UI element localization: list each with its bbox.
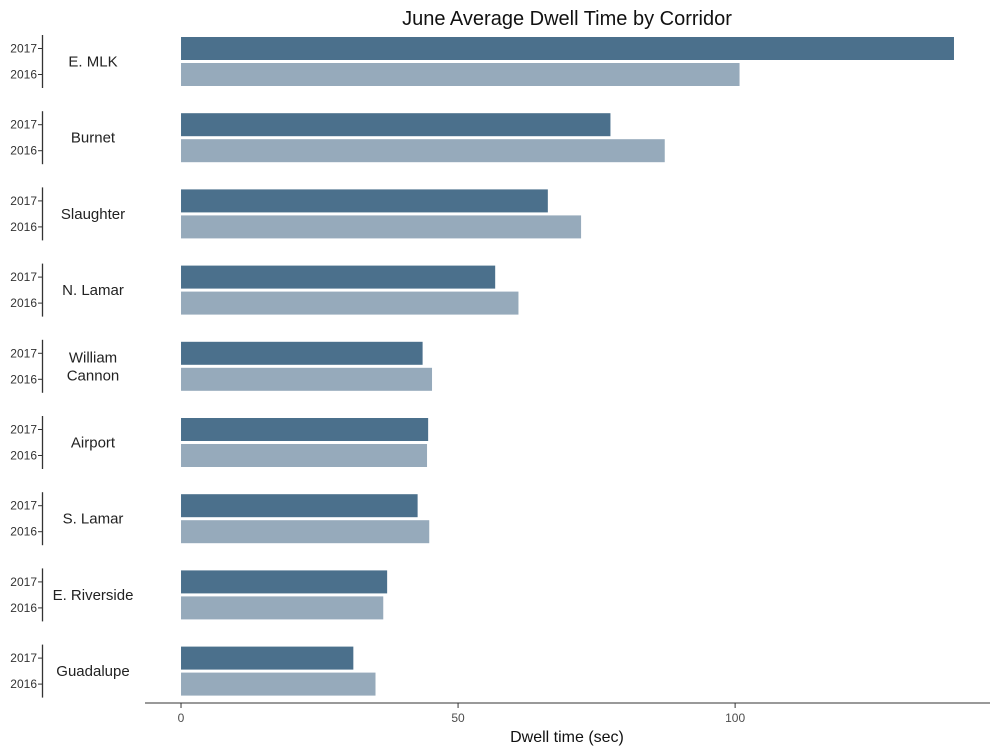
bar-airport-2016 <box>181 444 428 467</box>
bar-guadalupe-2017 <box>181 646 354 670</box>
corridor-label-burnet: Burnet <box>71 130 116 147</box>
year-label-s-lamar-2016: 2016 <box>10 525 37 539</box>
x-axis-title: Dwell time (sec) <box>510 729 624 746</box>
corridor-label-guadalupe: Guadalupe <box>56 663 129 680</box>
corridor-label-e-mlk: E. MLK <box>68 54 117 71</box>
x-axis-ticks: 0 50 100 <box>178 703 745 725</box>
bar-slaughter-2016 <box>181 215 582 239</box>
bar-e-riverside-2017 <box>181 570 388 594</box>
bar-airport-2017 <box>181 418 429 441</box>
year-label-e-mlk-2017: 2017 <box>10 42 37 56</box>
chart-title: June Average Dwell Time by Corridor <box>402 8 732 30</box>
bar-burnet-2017 <box>181 113 611 137</box>
year-label-burnet-2016: 2016 <box>10 144 37 158</box>
bar-william-cannon-2016 <box>181 367 433 391</box>
year-label-n-lamar-2016: 2016 <box>10 296 37 310</box>
year-label-e-mlk-2016: 2016 <box>10 68 37 82</box>
bar-william-cannon-2017 <box>181 341 423 365</box>
year-label-s-lamar-2017: 2017 <box>10 499 37 513</box>
x-tick-label-50: 50 <box>451 711 465 725</box>
corridor-label-william-cannon: Cannon <box>67 367 120 384</box>
bar-e-mlk-2016 <box>181 63 740 86</box>
x-tick-label-100: 100 <box>725 711 745 725</box>
corridor-label-william-cannon: William <box>69 349 117 366</box>
bar-e-riverside-2016 <box>181 596 384 620</box>
year-label-airport-2016: 2016 <box>10 449 37 463</box>
corridor-label-slaughter: Slaughter <box>61 206 125 223</box>
bar-s-lamar-2017 <box>181 494 418 518</box>
year-label-airport-2017: 2017 <box>10 423 37 437</box>
year-label-william-cannon-2016: 2016 <box>10 372 37 386</box>
labels-layer: 2017 2016 E. MLK 2017 2016 Burnet 2017 2016 Slau… <box>10 35 133 698</box>
year-label-william-cannon-2017: 2017 <box>10 346 37 360</box>
year-label-e-riverside-2016: 2016 <box>10 601 37 615</box>
x-tick-label-0: 0 <box>178 711 185 725</box>
year-label-slaughter-2017: 2017 <box>10 194 37 208</box>
year-label-e-riverside-2017: 2017 <box>10 575 37 589</box>
corridor-label-s-lamar: S. Lamar <box>63 511 124 528</box>
year-label-guadalupe-2016: 2016 <box>10 677 37 691</box>
year-label-n-lamar-2017: 2017 <box>10 270 37 284</box>
bar-guadalupe-2016 <box>181 672 376 696</box>
bar-n-lamar-2016 <box>181 291 519 315</box>
corridor-label-e-riverside: E. Riverside <box>53 587 134 604</box>
bar-burnet-2016 <box>181 139 665 163</box>
year-label-burnet-2017: 2017 <box>10 118 37 132</box>
bar-slaughter-2017 <box>181 189 548 213</box>
bar-s-lamar-2016 <box>181 520 430 544</box>
corridor-label-airport: Airport <box>71 435 116 452</box>
bar-e-mlk-2017 <box>181 37 954 60</box>
year-label-slaughter-2016: 2016 <box>10 220 37 234</box>
bar-n-lamar-2017 <box>181 265 496 289</box>
year-label-guadalupe-2017: 2017 <box>10 651 37 665</box>
corridor-label-n-lamar: N. Lamar <box>62 282 124 299</box>
bars-layer <box>181 37 954 696</box>
